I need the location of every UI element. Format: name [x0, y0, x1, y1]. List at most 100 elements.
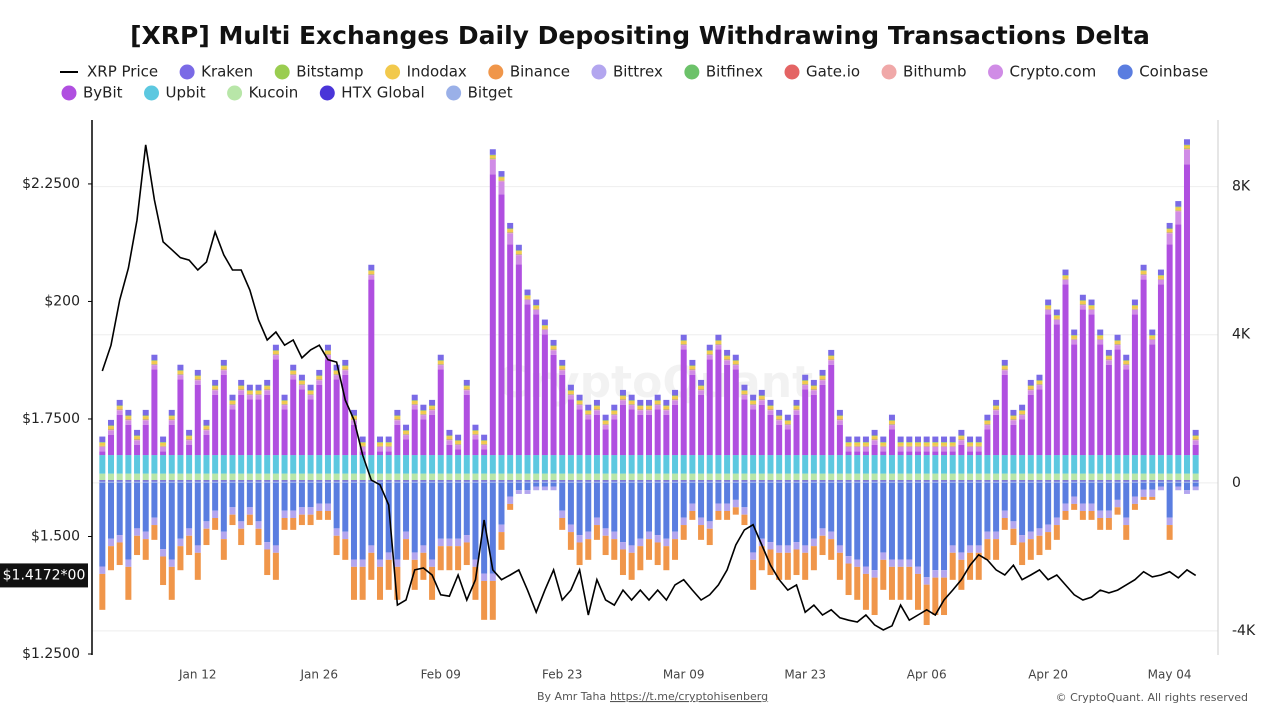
bar-segment [385, 442, 392, 443]
bar-segment [1131, 455, 1138, 474]
bar-segment [212, 386, 219, 390]
bar-segment [836, 482, 843, 546]
bar-segment [706, 481, 713, 483]
bar-segment [1071, 455, 1078, 474]
bar-segment [724, 455, 731, 474]
bar-segment [1079, 503, 1086, 511]
bar-segment [203, 455, 210, 474]
bar-segment [680, 341, 687, 344]
bar-segment [1140, 271, 1147, 275]
bar-segment [741, 399, 748, 456]
bar-segment [715, 340, 722, 342]
bar-segment [698, 473, 705, 481]
bar-segment [732, 369, 739, 456]
bar-segment [281, 401, 288, 404]
bar-segment [637, 399, 644, 406]
bar-segment [507, 481, 514, 483]
bar-segment [932, 451, 939, 456]
bar-segment [854, 482, 861, 560]
footer-link[interactable]: https://t.me/cryptohisenberg [610, 690, 768, 703]
bar-segment [1019, 419, 1026, 456]
bar-segment [229, 480, 236, 482]
bar-segment [871, 480, 878, 482]
bar-segment [1027, 394, 1034, 456]
bar-segment [758, 389, 765, 396]
legend-label: Kraken [201, 63, 253, 81]
bar-segment [984, 429, 991, 456]
bar-segment [186, 482, 193, 529]
bar-segment [342, 482, 349, 532]
bar-segment [463, 390, 470, 395]
bar-segment [212, 379, 219, 386]
bar-segment [281, 473, 288, 481]
bar-segment [342, 365, 349, 367]
bar-segment [836, 473, 843, 481]
bar-segment [880, 559, 887, 590]
bar-segment [142, 480, 149, 482]
bar-segment [1001, 473, 1008, 481]
bar-segment [533, 299, 540, 306]
bar-segment [142, 482, 149, 532]
bar-segment [724, 510, 731, 520]
bar-segment [854, 566, 861, 600]
bar-segment [116, 399, 123, 406]
bar-segment [255, 384, 262, 391]
bar-segment [906, 442, 913, 443]
bar-segment [298, 482, 305, 508]
bar-segment [923, 480, 930, 482]
bar-segment [802, 473, 809, 481]
bar-segment [793, 414, 800, 456]
bar-segment [515, 481, 522, 483]
bar-segment [342, 473, 349, 481]
legend-label: HTX Global [341, 84, 424, 102]
bar-segment [706, 355, 713, 360]
bar-segment [1062, 482, 1069, 504]
bar-segment [784, 429, 791, 456]
bar-segment [455, 482, 462, 539]
bar-segment [151, 455, 158, 474]
bar-segment [698, 386, 705, 390]
bar-segment [463, 473, 470, 481]
bar-segment [446, 473, 453, 481]
bar-segment [1183, 481, 1190, 483]
bar-segment [1131, 482, 1138, 497]
bar-segment [689, 370, 696, 375]
bar-segment [437, 369, 444, 456]
bar-segment [290, 482, 297, 511]
bar-segment [689, 481, 696, 483]
bar-segment [1045, 299, 1052, 306]
bar-segment [767, 455, 774, 474]
bar-segment [1175, 482, 1182, 487]
bar-segment [984, 531, 991, 540]
bar-segment [914, 451, 921, 456]
bar-segment [281, 409, 288, 456]
bar-segment [828, 482, 835, 532]
bar-segment [220, 366, 227, 370]
bar-segment [194, 481, 201, 483]
bar-segment [1088, 473, 1095, 481]
bar-segment [212, 482, 219, 511]
bar-segment [229, 400, 236, 402]
bar-segment [1036, 381, 1043, 384]
bar-segment [1114, 473, 1121, 481]
bar-segment [793, 410, 800, 415]
bar-segment [758, 400, 765, 405]
bar-segment [238, 480, 245, 482]
bar-segment [880, 552, 887, 560]
bar-segment [160, 451, 167, 456]
bar-segment [316, 480, 323, 482]
bar-segment [1166, 244, 1173, 456]
legend-swatch [784, 64, 800, 80]
bar-segment [411, 455, 418, 474]
bar-segment [307, 390, 314, 392]
bar-segment [1071, 335, 1078, 336]
bar-segment [819, 375, 826, 377]
bar-segment [559, 370, 566, 375]
legend-label: XRP Price [87, 63, 158, 81]
bar-segment [194, 480, 201, 482]
bar-segment [463, 394, 470, 456]
bar-segment [1114, 340, 1121, 342]
bar-segment [1079, 300, 1086, 302]
bar-segment [715, 455, 722, 474]
bar-segment [559, 455, 566, 474]
